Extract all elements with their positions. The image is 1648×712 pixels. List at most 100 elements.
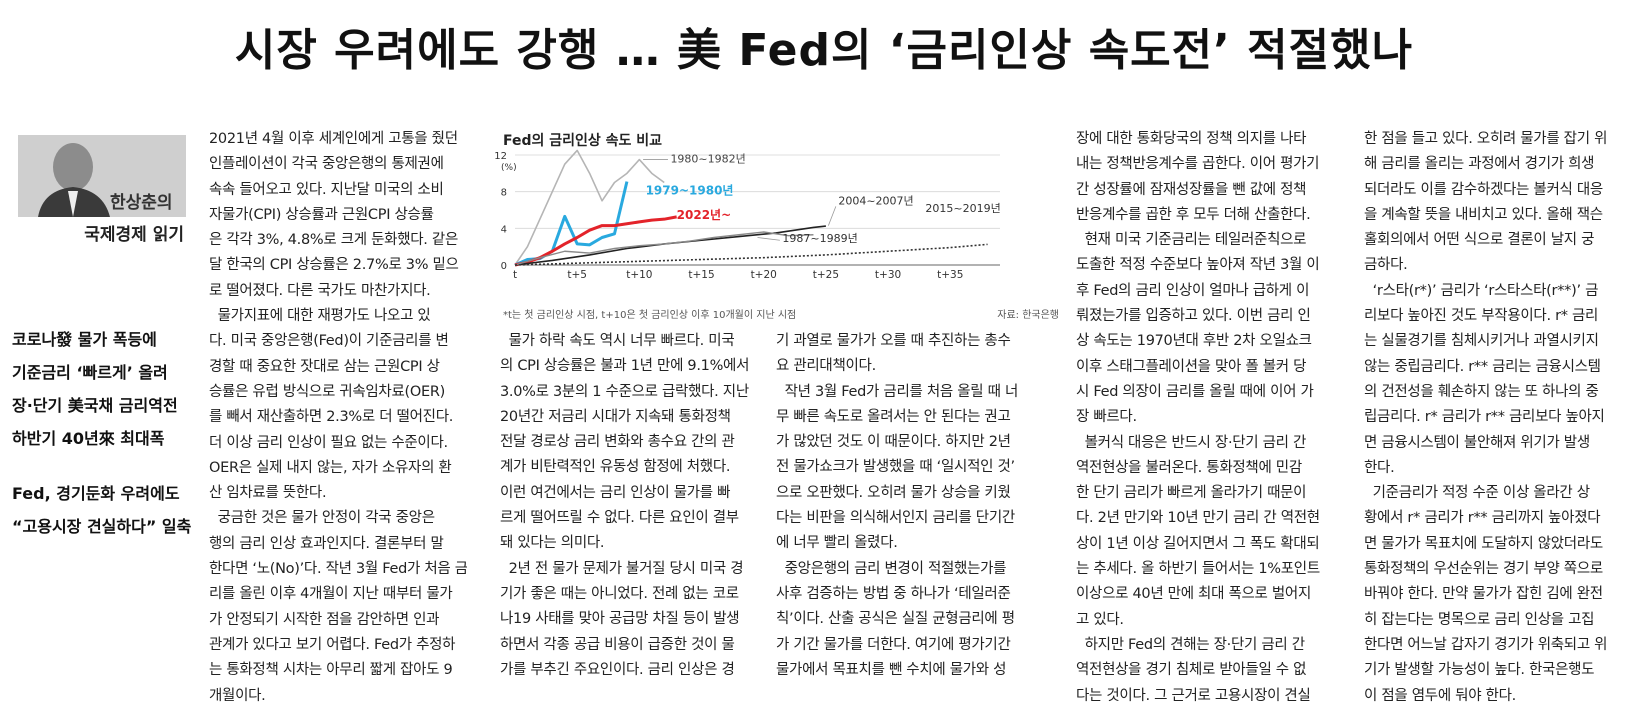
- series-line: [514, 231, 814, 266]
- text-line: 승률은 유럽 방식으로 귀속임차료(OER): [209, 383, 445, 400]
- text-line: 이상으로 40년 만에 최대 폭으로 벌어지: [1076, 586, 1311, 603]
- text-line: 고 있다.: [1076, 611, 1124, 628]
- subhead-line: 기준금리 ‘빠르게’ 올려: [12, 363, 168, 382]
- text-line: 장에 대한 통화당국의 정책 의지를 나타: [1076, 131, 1307, 147]
- text-line: 르게 떨어뜨릴 수 없다. 다른 요인이 결부: [500, 510, 739, 527]
- text-line: 하면서 각종 공급 비용이 급증한 것이 물: [500, 636, 735, 653]
- text-line: 역전현상을 경기 침체로 받아들일 수 없: [1076, 662, 1307, 679]
- text-line: 리보다 높아진 것도 부작용이다. r* 금리: [1364, 308, 1599, 325]
- text-line: 나19 사태를 맞아 공급망 차질 등이 발생: [500, 611, 740, 628]
- text-line: 역전현상을 불러온다. 통화정책에 민감: [1076, 459, 1302, 476]
- text-line: 를 빼서 재산출하면 2.3%로 더 떨어진다.: [209, 409, 454, 426]
- text-line: 물가지표에 대한 재평가도 나오고 있: [209, 308, 431, 325]
- text-line: 속속 들어오고 있다. 지난달 미국의 소비: [209, 181, 444, 198]
- subhead-line: Fed, 경기둔화 우려에도: [12, 484, 180, 503]
- text-line: 내는 정책반응계수를 곱한다. 이어 평가기: [1076, 156, 1320, 173]
- series-label: 1979~1980년: [646, 183, 734, 197]
- text-line: 관계가 있다고 보기 어렵다. Fed가 추정하: [209, 636, 456, 653]
- text-line: 후 Fed의 금리 인상이 얼마나 급하게 이: [1076, 282, 1310, 299]
- y-tick-label: 8: [501, 188, 507, 199]
- text-line: 의 건전성을 훼손하지 않는 또 하나의 중: [1364, 383, 1599, 400]
- text-line: 계가 비탄력적인 유동성 함정에 처했다.: [500, 459, 731, 476]
- subheads: 코로나發 물가 폭등에 기준금리 ‘빠르게’ 올려 장·단기 美국채 금리역전 하반기…: [12, 323, 202, 543]
- text-line: 통화정책의 우선순위는 경기 부양 쪽으로: [1364, 561, 1603, 578]
- text-line: 뤄졌는가를 입증하고 있다. 이번 금리 인: [1076, 308, 1311, 325]
- y-tick-label: 12: [495, 151, 507, 162]
- text-line: 로 떨어졌다. 다른 국가도 마찬가지다.: [209, 282, 431, 299]
- subhead-line: 코로나發 물가 폭등에: [12, 330, 157, 349]
- text-line: 을 계속할 뜻을 내비치고 있다. 올해 잭슨: [1364, 206, 1603, 223]
- text-line: 물가 하락 속도 역시 너무 빠르다. 미국: [500, 333, 735, 349]
- leader-line: [828, 206, 837, 226]
- text-line: 칙’이다. 산출 공식은 실질 균형금리에 평: [776, 611, 1015, 628]
- chart-plot: 12 8 4 0 (%) t t+5 t+10 t+15 t+20 t+25 t+30 t+35 1980…: [495, 149, 1001, 281]
- text-line: 히 잡는다는 명목으로 금리 인상을 고집: [1364, 611, 1595, 628]
- series-line: [514, 149, 665, 266]
- text-line: 황에서 r* 금리가 r** 금리까지 높아졌다: [1364, 510, 1601, 527]
- text-line: 간 성장률에 잠재성장률을 뺀 값에 정책: [1076, 181, 1307, 198]
- text-line: 장 빠르다.: [1076, 409, 1137, 426]
- text-line: 작년 3월 Fed가 금리를 처음 올릴 때 너: [776, 383, 1019, 400]
- text-line: 리를 올린 이후 4개월이 지난 때부터 물가: [209, 586, 453, 603]
- text-line: 는 추세다. 올 하반기 들어서는 1%포인트: [1076, 561, 1320, 578]
- text-line: 는 실물경기를 침체시키거나 과열시키지: [1364, 333, 1599, 350]
- subhead-line: 하반기 40년來 최대폭: [12, 429, 165, 448]
- text-line: 는 통화정책 시차는 아무리 짧게 잡아도 9: [209, 662, 453, 679]
- text-line: 하지만 Fed의 견해는 장·단기 금리 간: [1076, 636, 1305, 653]
- text-line: 면 물가가 목표치에 도달하지 않았더라도: [1364, 535, 1603, 552]
- series-line: [514, 243, 988, 266]
- text-line: 반응계수를 곱한 후 모두 더해 산출한다.: [1076, 206, 1311, 223]
- text-line: 경할 때 중요한 잣대로 삼는 근원CPI 상: [209, 358, 440, 375]
- leader-line: [757, 237, 780, 241]
- text-line: 의 CPI 상승률은 불과 1년 만에 9.1%에서: [500, 358, 750, 375]
- text-line: 산 임차료를 뜻한다.: [209, 485, 327, 502]
- text-line: 기 과열로 물가가 오를 때 추진하는 총수: [776, 333, 1011, 349]
- text-line: 도출한 적정 수준보다 높아져 작년 3월 이: [1076, 257, 1320, 274]
- x-tick-label: t: [513, 269, 517, 281]
- text-line: 되더라도 이를 감수하겠다는 볼커식 대응: [1364, 181, 1603, 198]
- text-line: 한다면 ‘노(No)’다. 작년 3월 Fed가 처음 금: [209, 561, 467, 578]
- series-line: [514, 181, 629, 267]
- headline: 시장 우려에도 강행 … 美 Fed의 ‘금리인상 속도전’ 적절했나: [234, 25, 1414, 76]
- text-line: 한 점을 들고 있다. 오히려 물가를 잡기 위: [1364, 131, 1608, 147]
- text-line: 더 이상 금리 인상이 필요 없는 수준이다.: [209, 434, 448, 451]
- text-line: 으로 오판했다. 오히려 물가 상승을 키웠: [776, 484, 1011, 501]
- text-line: 시 Fed 의장이 금리를 올릴 때에 이어 가: [1076, 383, 1314, 400]
- text-line: 전달 경로상 금리 변화와 총수요 간의 관: [500, 434, 735, 451]
- text-line: 돼 있다는 의미다.: [500, 535, 605, 552]
- text-line: 물가에서 목표치를 뺀 수치에 물가와 성: [776, 661, 1007, 678]
- text-line: 기준금리가 적정 수준 이상 올라간 상: [1364, 485, 1590, 502]
- series-label: 2022년~: [677, 208, 732, 222]
- text-line: 기가 발생할 가능성이 높다. 한국은행도: [1364, 662, 1595, 679]
- chart-title: Fed의 금리인상 속도 비교: [503, 133, 663, 149]
- text-line: 다. 미국 중앙은행(Fed)이 기준금리를 변: [209, 333, 449, 350]
- text-line: 립금리다. r* 금리가 r** 금리보다 높아지: [1364, 409, 1605, 426]
- text-line: 않는 중립금리다. r** 금리는 금융시스템: [1364, 358, 1601, 375]
- text-line: 가 기간 물가를 더한다. 여기에 평가기간: [776, 636, 1011, 653]
- series-label: 1980~1982년: [670, 152, 745, 165]
- text-line: 현재 미국 기준금리는 테일러준칙으로: [1076, 232, 1307, 249]
- text-line: 2021년 4월 이후 세계인에게 고통을 줬던: [209, 131, 458, 147]
- x-tick-label: t+20: [751, 269, 777, 281]
- text-line: 가 많았던 것도 이 때문이다. 하지만 2년: [776, 434, 1011, 451]
- text-line: 바꿔야 한다. 만약 물가가 잡힌 김에 완전: [1364, 586, 1603, 603]
- x-tick-label: t+10: [626, 269, 652, 281]
- text-line: 이런 여건에서는 금리 인상이 물가를 빠: [500, 484, 731, 501]
- text-line: 행의 금리 인상 효과인지다. 결론부터 말: [209, 535, 444, 552]
- text-line: 홀회의에서 어떤 식으로 결론이 날지 궁: [1364, 232, 1595, 249]
- x-tick-label: t+25: [813, 269, 839, 281]
- text-line: 무 빠른 속도로 올려서는 안 된다는 권고: [776, 408, 1011, 425]
- text-line: ‘r스타(r*)’ 금리가 ‘r스타스타(r**)’ 금: [1364, 282, 1599, 299]
- chart-note: *t는 첫 금리인상 시점, t+10은 첫 금리인상 이후 10개월이 지난 …: [503, 310, 797, 321]
- text-line: 인플레이션이 각국 중앙은행의 통제권에: [209, 156, 444, 173]
- column-title: 국제경제 읽기: [84, 225, 184, 245]
- text-line: 20년간 저금리 시대가 지속돼 통화정책: [500, 408, 731, 425]
- text-line: 기가 좋은 때는 아니었다. 전례 없는 코로: [500, 585, 739, 602]
- article-column-3: 기 과열로 물가가 오를 때 추진하는 총수 요 관리대책이다. 작년 3월 Fe…: [776, 329, 1034, 683]
- text-line: 상이 1년 이상 길어지면서 그 폭도 확대되: [1076, 535, 1320, 552]
- columnist-photo: [18, 135, 186, 217]
- y-axis-unit: (%): [501, 163, 517, 173]
